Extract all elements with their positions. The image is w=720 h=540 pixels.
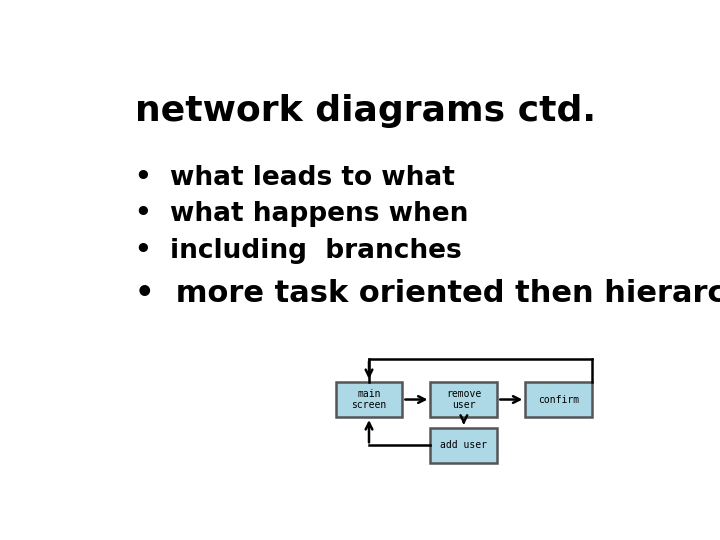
FancyBboxPatch shape (336, 382, 402, 417)
Text: •  more task oriented then hierarchy: • more task oriented then hierarchy (135, 279, 720, 308)
FancyBboxPatch shape (431, 428, 498, 463)
Text: •  what happens when: • what happens when (135, 201, 468, 227)
FancyBboxPatch shape (526, 382, 593, 417)
Text: confirm: confirm (538, 395, 580, 404)
FancyBboxPatch shape (431, 382, 498, 417)
Text: •  including  branches: • including branches (135, 238, 462, 264)
Text: add user: add user (441, 440, 487, 450)
Text: network diagrams ctd.: network diagrams ctd. (135, 94, 595, 128)
Text: remove
user: remove user (446, 389, 482, 410)
Text: main
screen: main screen (351, 389, 387, 410)
Text: •  what leads to what: • what leads to what (135, 165, 454, 191)
